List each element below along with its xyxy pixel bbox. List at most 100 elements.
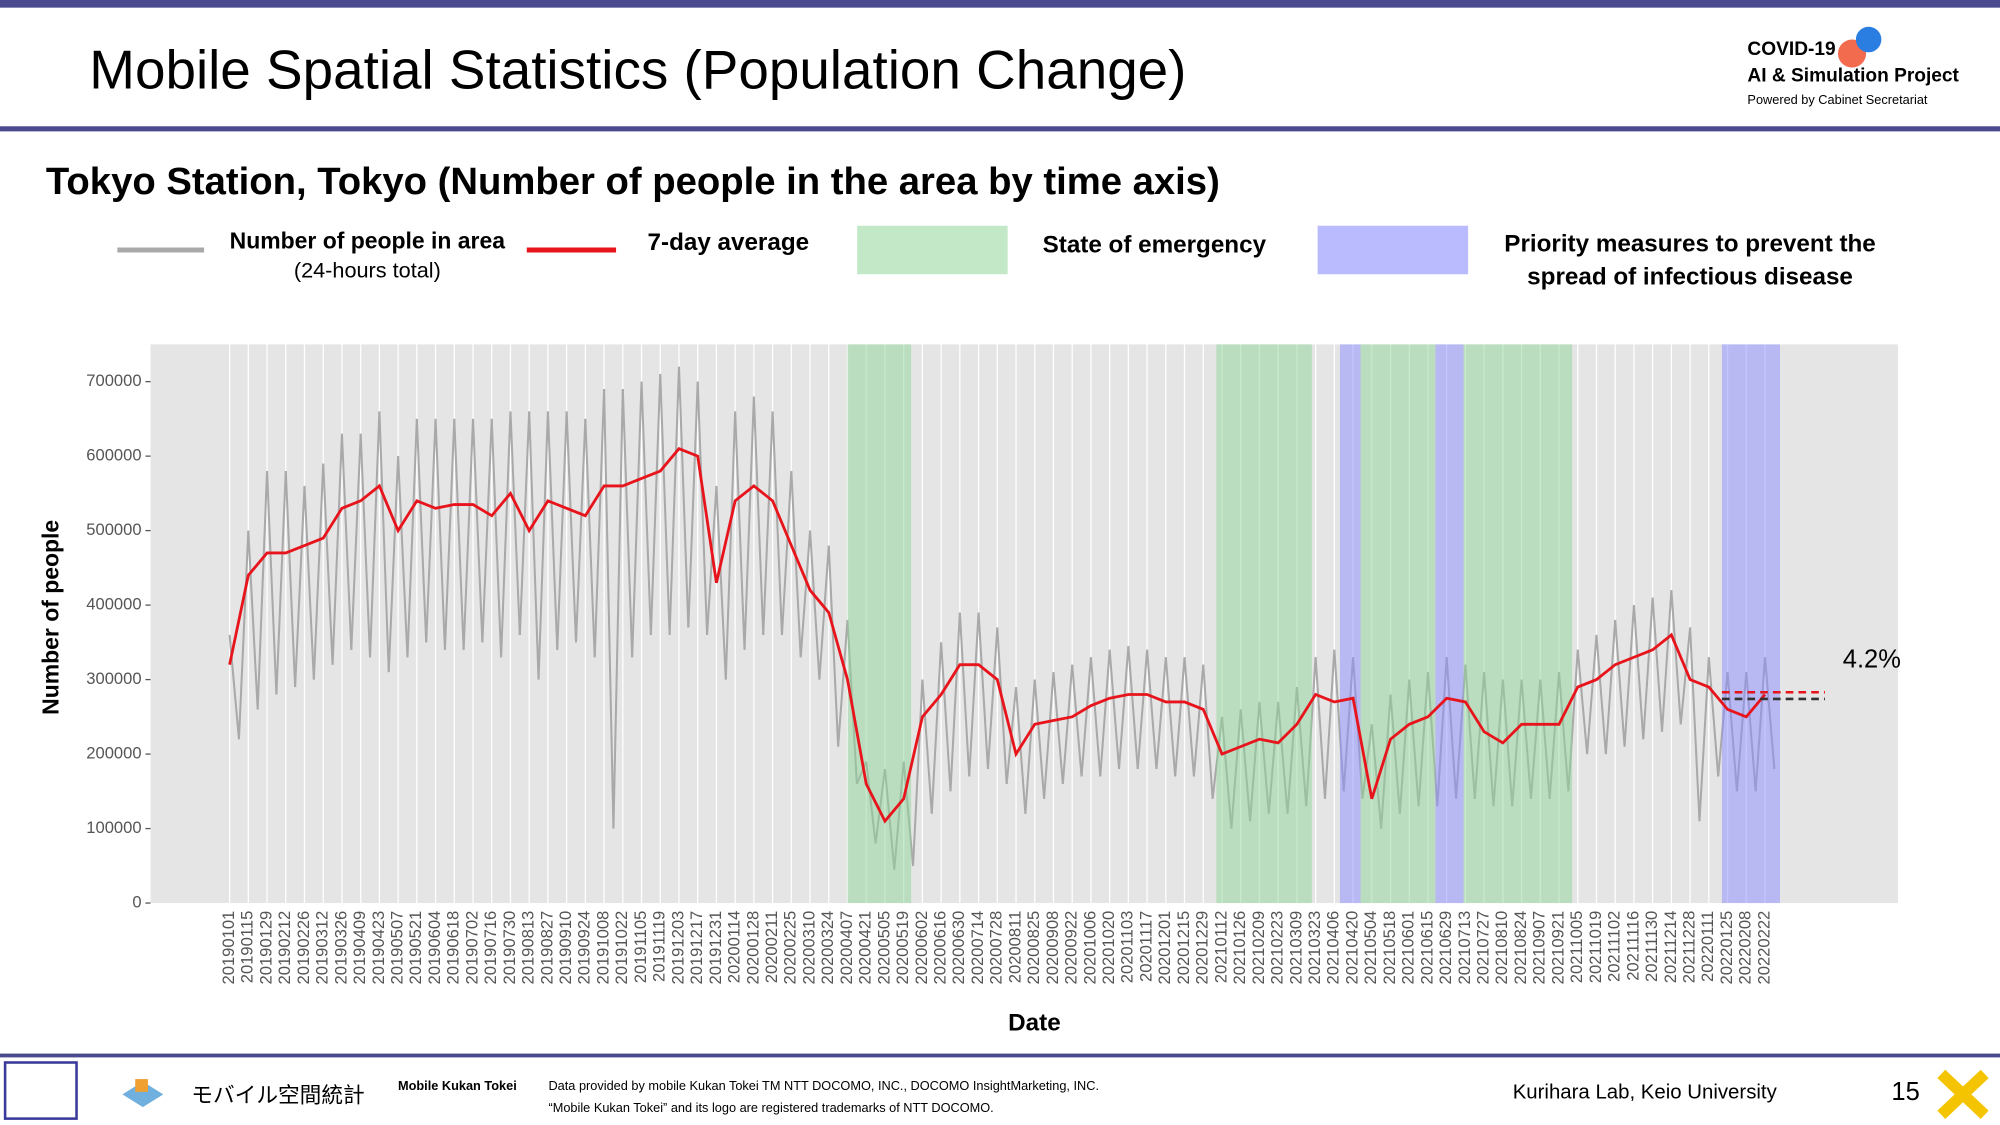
- daily-segment: [649, 374, 662, 635]
- daily-segment: [715, 485, 727, 680]
- x-tick-label: 20210420: [1342, 911, 1361, 985]
- x-tick-label: 20200324: [818, 911, 837, 985]
- daily-segment: [930, 642, 943, 814]
- x-tick-label: 20190312: [313, 911, 332, 985]
- x-tick-label: 20210323: [1305, 911, 1324, 985]
- x-tick-label: 20190409: [350, 911, 369, 985]
- daily-segment: [1314, 657, 1326, 799]
- daily-segment: [303, 485, 315, 680]
- daily-segment: [1117, 645, 1130, 770]
- daily-segment: [1136, 649, 1149, 770]
- daily-segment: [949, 612, 961, 792]
- x-tick-label: 20220125: [1717, 911, 1736, 985]
- legend-label: Priority measures to prevent the: [1504, 230, 1875, 257]
- daily-segment: [584, 418, 596, 658]
- daily-segment: [1595, 634, 1607, 755]
- x-tick-label: 20191022: [612, 911, 631, 985]
- daily-segment: [1604, 619, 1617, 755]
- daily-segment: [247, 530, 259, 710]
- daily-segment: [537, 411, 549, 680]
- band: [1339, 344, 1361, 904]
- daily-segment: [1089, 657, 1102, 777]
- legend-note: (24-hours total): [294, 257, 441, 282]
- daily-segment: [1651, 597, 1664, 732]
- x-tick-label: 20210907: [1530, 911, 1549, 985]
- daily-segment: [1202, 664, 1214, 799]
- daily-segment: [378, 411, 390, 673]
- daily-segment: [443, 418, 456, 650]
- x-tick-label: 20190827: [537, 911, 556, 985]
- x-tick-label: 20210713: [1455, 911, 1474, 985]
- daily-segment: [1033, 679, 1046, 799]
- band: [1216, 344, 1312, 904]
- x-tick-label: 20190326: [331, 911, 350, 985]
- legend-label: Number of people in area: [230, 227, 506, 253]
- daily-segment: [1052, 672, 1064, 784]
- daily-segment: [397, 456, 409, 658]
- x-tick-label: 20200714: [968, 911, 987, 985]
- daily-segment: [340, 433, 353, 650]
- x-tick-label: 20201117: [1136, 911, 1155, 982]
- x-tick-label: 20211005: [1567, 911, 1586, 984]
- x-tick-label: 20190813: [519, 911, 538, 985]
- daily-segment: [1183, 657, 1195, 777]
- daily-segment: [986, 627, 999, 770]
- daily-segment: [659, 374, 671, 635]
- logo-text: AI & Simulation Project: [1747, 66, 1959, 87]
- x-tick-label: 20210810: [1492, 911, 1511, 985]
- daily-segment: [1015, 686, 1027, 814]
- daily-segment: [743, 396, 755, 650]
- daily-segment: [406, 418, 418, 658]
- footer-name: Mobile Kukan Tokei: [398, 1078, 517, 1093]
- daily-segment: [471, 418, 484, 643]
- y-tick-label: 600000: [86, 445, 141, 464]
- x-tick-label: 20200616: [930, 911, 949, 985]
- x-tick-label: 20211228: [1679, 911, 1698, 984]
- y-tick-label: 400000: [86, 594, 141, 613]
- x-tick-label: 20200519: [893, 911, 912, 985]
- x-tick-label: 20200811: [1005, 911, 1024, 984]
- daily-segment: [668, 366, 680, 635]
- daily-segment: [687, 381, 699, 628]
- x-tick-label: 20201215: [1174, 911, 1193, 985]
- daily-segment: [1071, 664, 1083, 777]
- x-tick-label: 20190618: [444, 911, 463, 985]
- daily-segment: [1323, 649, 1336, 799]
- corner-logo: [1937, 1069, 1989, 1119]
- daily-segment: [799, 530, 812, 658]
- daily-segment: [1670, 590, 1682, 725]
- x-tick-label: 20210112: [1211, 911, 1230, 984]
- legend-swatch: [1317, 225, 1469, 275]
- footer-rule: [0, 1053, 2000, 1058]
- daily-segment: [1632, 605, 1645, 740]
- x-tick-label: 20190910: [556, 911, 575, 985]
- x-tick-label: 20190521: [406, 911, 425, 985]
- daily-segment: [1698, 657, 1710, 822]
- x-tick-label: 20190716: [481, 911, 500, 985]
- daily-segment: [425, 418, 437, 643]
- x-tick-label: 20200728: [987, 911, 1006, 985]
- daily-segment: [958, 612, 971, 777]
- slide-title: Mobile Spatial Statistics (Population Ch…: [89, 38, 1186, 100]
- band: [1360, 344, 1436, 904]
- daily-segment: [621, 389, 634, 658]
- y-tick-label: 0: [132, 892, 141, 911]
- daily-segment: [780, 470, 793, 635]
- daily-segment: [1155, 657, 1167, 770]
- footer-credit: Data provided by mobile Kukan Tokei TM N…: [548, 1078, 1099, 1093]
- y-axis-label: Number of people: [37, 520, 63, 715]
- top-bar: [0, 0, 2000, 8]
- x-tick-label: 20210223: [1268, 911, 1287, 985]
- daily-segment: [359, 433, 372, 658]
- x-tick-label: 20190129: [256, 911, 275, 985]
- footer-credit: “Mobile Kukan Tokei” and its logo are re…: [548, 1100, 993, 1115]
- x-tick-label: 20210921: [1548, 911, 1567, 985]
- x-tick-label: 20211019: [1586, 911, 1605, 984]
- x-tick-label: 20200310: [799, 911, 818, 985]
- legend-swatch: [857, 225, 1008, 275]
- x-tick-label: 20220222: [1754, 911, 1773, 985]
- x-tick-label: 20200630: [949, 911, 968, 985]
- x-tick-label: 20210629: [1436, 911, 1455, 985]
- x-tick-label: 20210615: [1417, 911, 1436, 985]
